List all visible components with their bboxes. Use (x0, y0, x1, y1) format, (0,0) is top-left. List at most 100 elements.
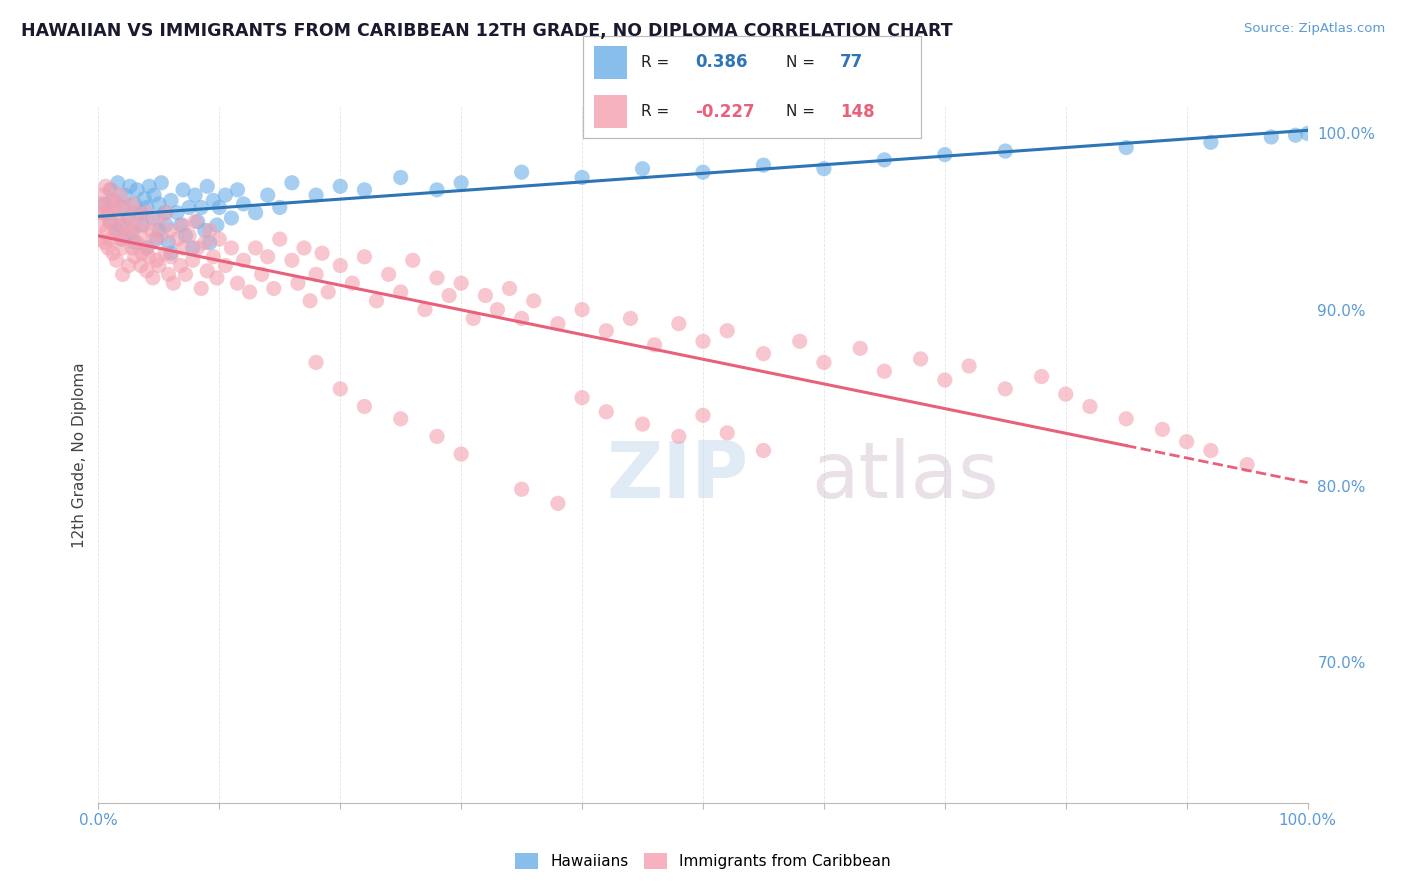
Point (124, 250, 146, 264)
Text: HAWAIIAN VS IMMIGRANTS FROM CARIBBEAN 12TH GRADE, NO DIPLOMA CORRELATION CHART: HAWAIIAN VS IMMIGRANTS FROM CARIBBEAN 12… (21, 22, 953, 40)
Point (111, 218, 134, 232)
Point (142, 271, 165, 285)
Point (311, 246, 333, 260)
Point (692, 409, 714, 423)
Point (127, 183, 149, 197)
Point (135, 241, 157, 255)
Point (232, 197, 254, 211)
Point (107, 176, 129, 190)
Point (1175, 434, 1198, 449)
Point (174, 228, 197, 243)
Point (131, 218, 153, 232)
Point (90, 205, 112, 219)
Point (104, 223, 127, 237)
Point (111, 201, 134, 215)
Point (124, 235, 146, 250)
Point (1115, 412, 1137, 426)
Point (571, 391, 593, 405)
Point (97, 241, 120, 255)
Point (103, 194, 125, 208)
Point (166, 205, 188, 219)
Point (934, 147, 956, 161)
Point (413, 302, 436, 317)
Point (155, 205, 177, 219)
Point (366, 293, 388, 308)
Point (153, 205, 176, 219)
Point (245, 241, 267, 255)
Point (87, 197, 110, 211)
Point (94, 179, 117, 194)
Point (111, 268, 134, 282)
Point (121, 241, 143, 255)
Point (150, 228, 173, 243)
Text: 148: 148 (839, 103, 875, 120)
Point (101, 194, 124, 208)
Point (129, 259, 152, 273)
Point (93, 205, 115, 219)
Point (239, 285, 262, 299)
Point (181, 253, 204, 268)
Point (96, 223, 118, 237)
Point (208, 232, 231, 246)
Point (135, 264, 157, 278)
Point (1031, 369, 1053, 384)
Point (486, 302, 509, 317)
Text: R =: R = (641, 54, 669, 70)
Point (115, 228, 138, 243)
Point (463, 311, 485, 326)
Point (256, 188, 278, 202)
Point (214, 188, 236, 202)
Point (124, 197, 146, 211)
Point (329, 382, 352, 396)
Point (510, 483, 533, 497)
Point (221, 211, 243, 225)
Point (181, 241, 204, 255)
Point (1115, 140, 1137, 154)
Point (172, 183, 194, 197)
Point (1260, 130, 1282, 145)
Point (305, 268, 328, 282)
Point (226, 183, 249, 197)
Point (595, 405, 617, 419)
Point (752, 346, 775, 360)
Point (124, 218, 146, 232)
Point (716, 425, 738, 440)
Point (668, 317, 690, 331)
Text: 0.386: 0.386 (695, 54, 748, 71)
Point (198, 235, 221, 250)
Point (752, 158, 775, 172)
Point (692, 165, 714, 179)
Point (342, 276, 364, 290)
Point (148, 259, 170, 273)
Point (121, 197, 143, 211)
Point (111, 232, 134, 246)
Point (329, 259, 352, 273)
Point (169, 218, 191, 232)
Point (129, 205, 152, 219)
Point (135, 241, 157, 255)
Point (226, 276, 249, 290)
Point (668, 429, 690, 443)
Bar (593, 95, 627, 128)
Point (1284, 128, 1306, 143)
Point (111, 241, 134, 255)
Point (1199, 135, 1222, 149)
Point (426, 271, 449, 285)
Point (174, 268, 197, 282)
Text: ZIP: ZIP (606, 438, 748, 514)
Point (179, 201, 201, 215)
Point (142, 211, 165, 225)
Point (202, 250, 225, 264)
Point (377, 268, 399, 282)
Point (135, 201, 157, 215)
Point (100, 183, 122, 197)
Point (141, 223, 163, 237)
Point (127, 235, 149, 250)
Point (329, 179, 352, 194)
Point (118, 223, 141, 237)
Point (187, 214, 209, 228)
Point (1199, 443, 1222, 458)
Point (250, 268, 273, 282)
Point (644, 338, 666, 352)
Point (263, 281, 285, 295)
